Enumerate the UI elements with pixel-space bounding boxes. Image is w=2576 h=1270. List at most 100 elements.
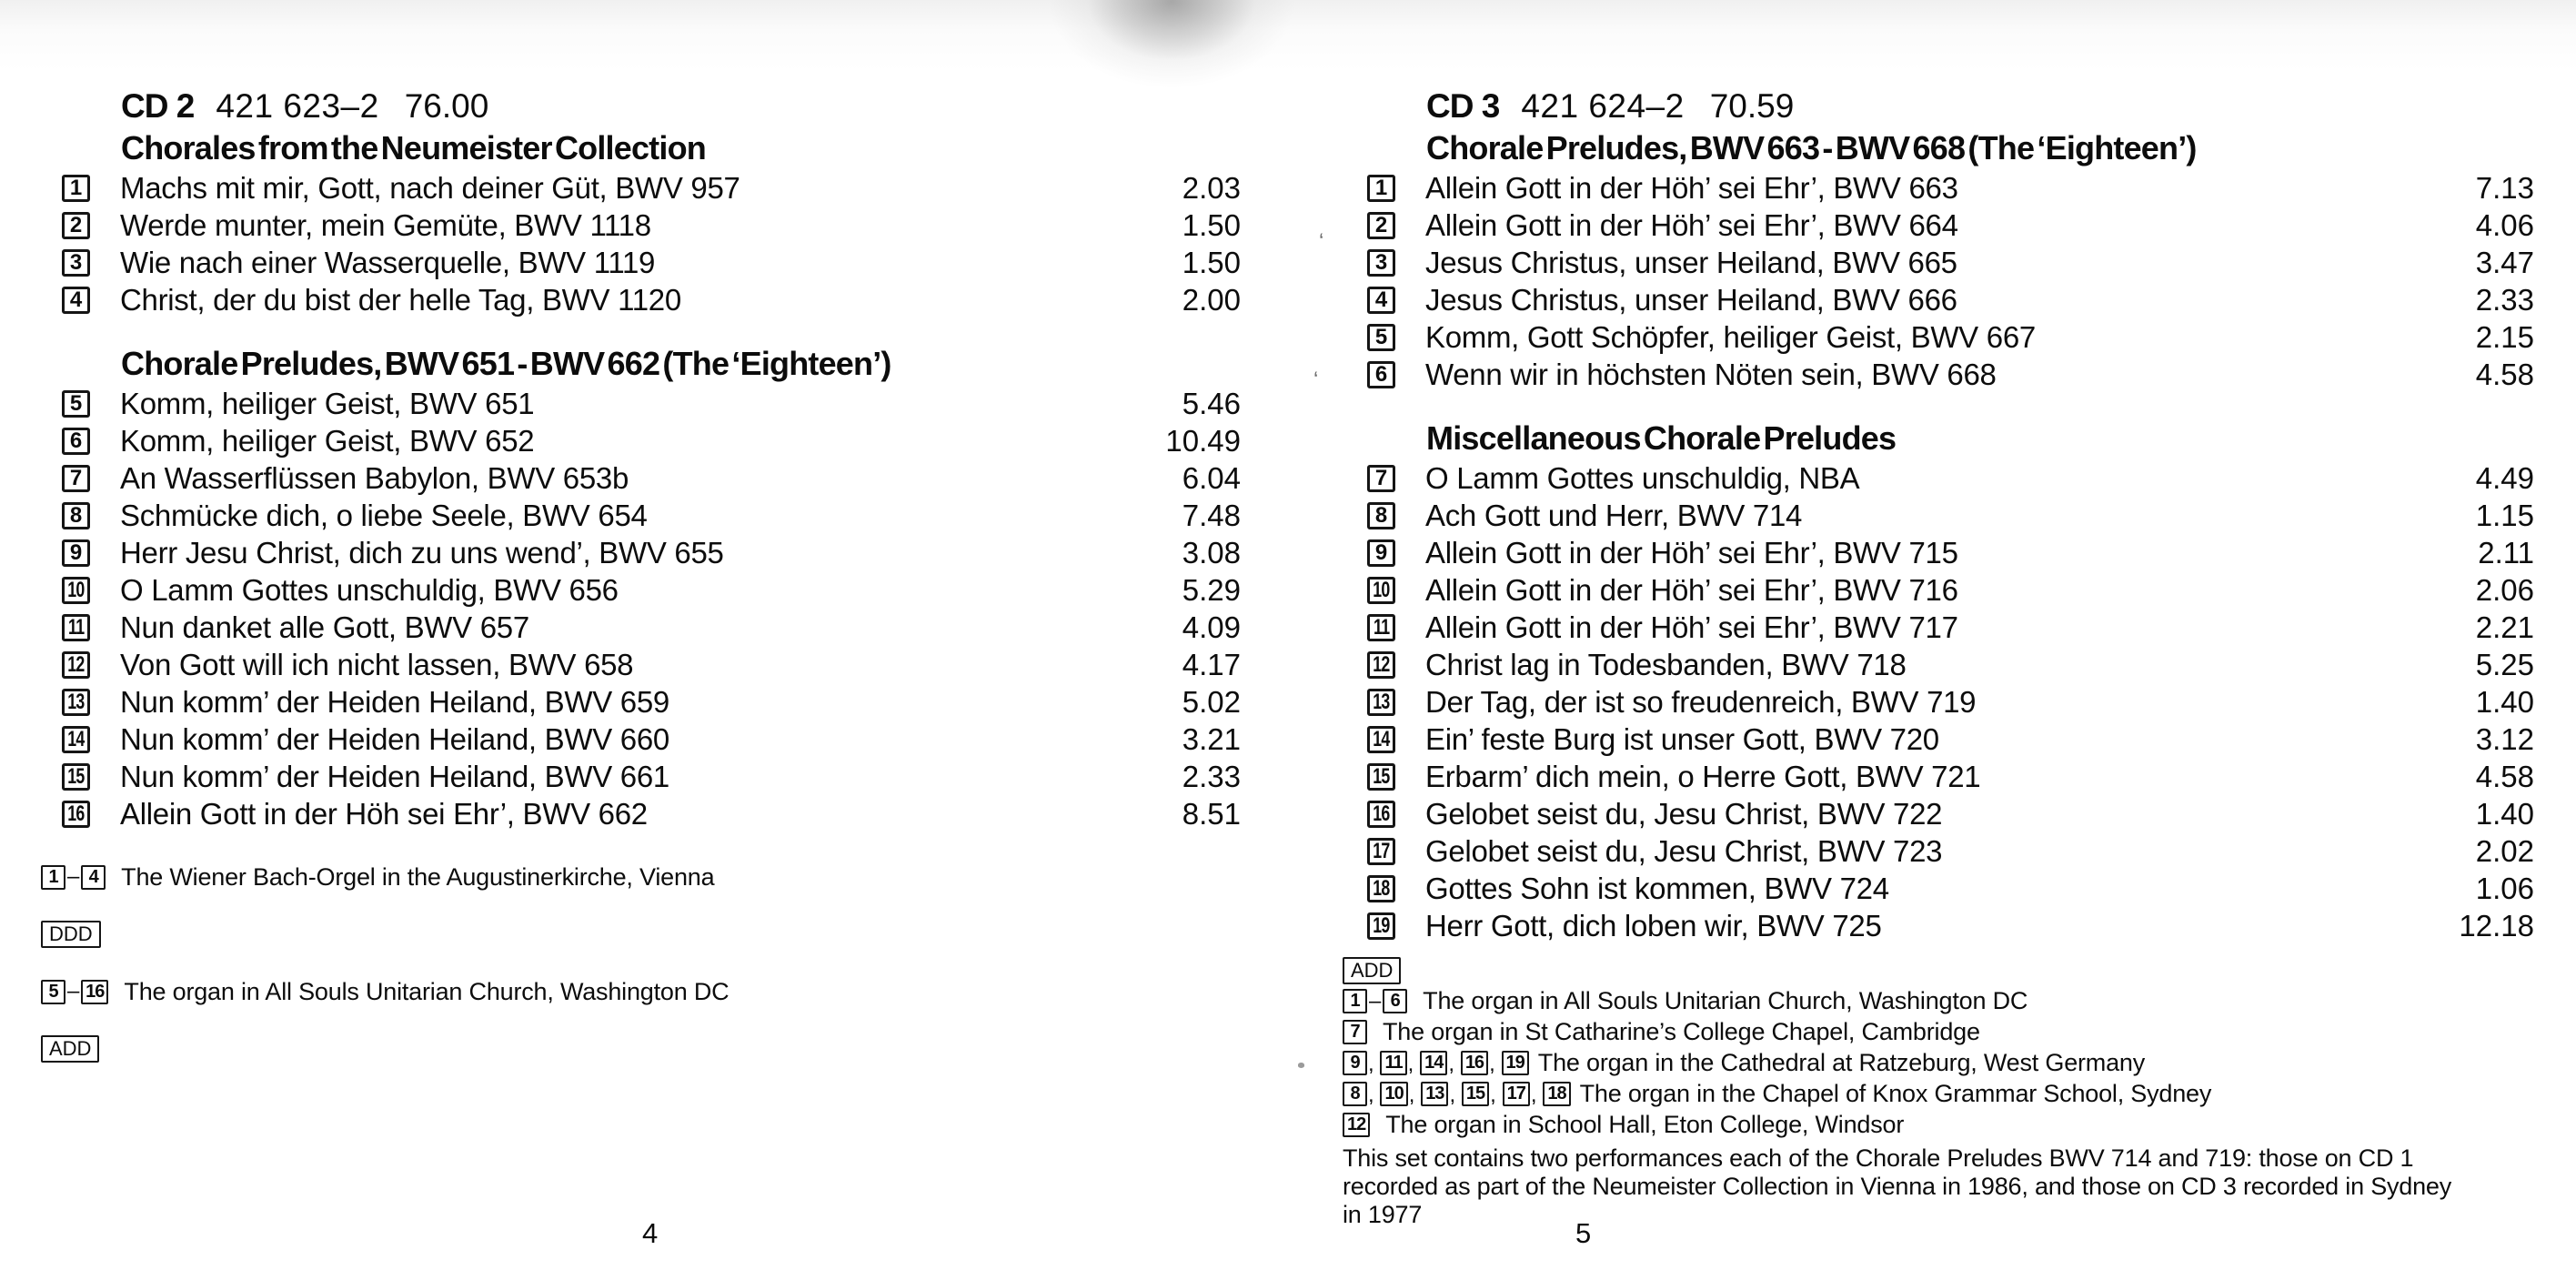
track-duration: 4.58 bbox=[2475, 357, 2534, 391]
footnote-row: 8, 10, 13, 15, 17, 18 The organ in the Chapel … bbox=[1343, 1080, 2534, 1108]
section-heading: Chorale Preludes, BWV 651 - BWV 662 (The… bbox=[121, 345, 891, 382]
booklet-page-left: CD 2 421 623–2 76.00 Chorales from the Neu… bbox=[41, 85, 1241, 1091]
track-duration: 3.12 bbox=[2475, 721, 2534, 756]
track-title: Herr Gott, dich loben wir, BWV 725 bbox=[1425, 908, 1882, 942]
track-number-box: 7 bbox=[1367, 464, 1395, 492]
footnote-row: 5–16 The organ in All Souls Unitarian Chu… bbox=[41, 976, 1241, 1007]
track-sections: Chorales from the Neumeister Collection 1… bbox=[62, 127, 1241, 832]
footnote-text: The organ in the Cathedral at Ratzeburg,… bbox=[1537, 1049, 2146, 1076]
track-duration: 7.48 bbox=[1182, 498, 1241, 532]
catalog-number: 421 623–2 bbox=[216, 87, 379, 125]
track-number-box: 15 bbox=[62, 762, 90, 791]
footnote-row: ADD bbox=[41, 1033, 1241, 1064]
track-duration: 4.06 bbox=[2475, 207, 2534, 242]
footnote-track-box: 17 bbox=[1502, 1082, 1530, 1106]
cd-header: CD 3 421 624–2 70.59 bbox=[1426, 85, 2534, 127]
track-number: 16 bbox=[1373, 801, 1390, 826]
cd-header: CD 2 421 623–2 76.00 bbox=[121, 85, 1241, 127]
track-number: 12 bbox=[1373, 651, 1390, 677]
track-row: 13 Der Tag, der ist so freudenreich, BWV … bbox=[1367, 683, 2534, 721]
track-row: 3 Jesus Christus, unser Heiland, BWV 665 3… bbox=[1367, 244, 2534, 281]
note-line: in 1977 bbox=[1343, 1201, 1423, 1228]
footnote-row: 1–4 The Wiener Bach-Orgel in the Augustin… bbox=[41, 862, 1241, 892]
cd-label: CD 2 bbox=[121, 87, 195, 125]
track-number: 19 bbox=[1373, 912, 1390, 938]
track-row: 16 Gelobet seist du, Jesu Christ, BWV 722… bbox=[1367, 795, 2534, 832]
track-duration: 2.15 bbox=[2475, 319, 2534, 354]
track-duration: 3.47 bbox=[2475, 245, 2534, 279]
track-duration: 12.18 bbox=[2459, 908, 2534, 942]
track-number: 7 bbox=[69, 465, 83, 490]
track-number-box: 10 bbox=[1367, 576, 1395, 604]
track-number-box: 11 bbox=[62, 613, 90, 641]
footnote-track-box: ADD bbox=[41, 1035, 100, 1063]
track-row: 5 Komm, Gott Schöpfer, heiliger Geist, BW… bbox=[1367, 318, 2534, 356]
track-duration: 2.33 bbox=[1182, 759, 1241, 793]
track-title: Komm, heiliger Geist, BWV 651 bbox=[120, 386, 535, 420]
footnote-row: ADD bbox=[1343, 957, 2534, 984]
footnote-track-box: 1 bbox=[1343, 989, 1367, 1013]
footnotes: 1–4 The Wiener Bach-Orgel in the Augustin… bbox=[41, 862, 1241, 1064]
scan-speck: ‘ bbox=[1319, 229, 1324, 254]
track-duration: 10.49 bbox=[1165, 423, 1241, 458]
track-row: 9 Herr Jesu Christ, dich zu uns wend’, BW… bbox=[62, 534, 1241, 571]
note-line: recorded as part of the Neumeister Colle… bbox=[1343, 1173, 2452, 1200]
track-title: Gottes Sohn ist kommen, BWV 724 bbox=[1425, 871, 1889, 905]
track-title: Christ, der du bist der helle Tag, BWV 1… bbox=[120, 282, 681, 317]
track-duration: 7.13 bbox=[2475, 170, 2534, 205]
track-sections: Chorale Preludes, BWV 663 - BWV 668 (The… bbox=[1367, 127, 2534, 944]
footnote-separator: – bbox=[67, 979, 80, 1003]
footnotes: ADD 1–6 The organ in All Souls Unitarian C… bbox=[1343, 957, 2534, 1139]
track-title: Allein Gott in der Höh’ sei Ehr’, BWV 71… bbox=[1425, 535, 1958, 569]
track-number: 5 bbox=[69, 390, 83, 416]
track-title: Nun komm’ der Heiden Heiland, BWV 660 bbox=[120, 721, 669, 756]
track-number-box: 1 bbox=[1367, 174, 1395, 202]
track-title: Komm, heiliger Geist, BWV 652 bbox=[120, 423, 535, 458]
track-number: 1 bbox=[69, 175, 83, 200]
footnote-separator: , bbox=[1489, 1052, 1495, 1076]
track-number: 8 bbox=[69, 502, 83, 528]
track-row: 7 An Wasserflüssen Babylon, BWV 653b 6.04 bbox=[62, 459, 1241, 497]
footnote-text: The Wiener Bach-Orgel in the Augustinerk… bbox=[121, 862, 715, 891]
track-duration: 2.06 bbox=[2475, 572, 2534, 607]
track-row: 18 Gottes Sohn ist kommen, BWV 724 1.06 bbox=[1367, 870, 2534, 907]
footnote-track-box: 5 bbox=[41, 979, 65, 1004]
track-row: 11 Nun danket alle Gott, BWV 657 4.09 bbox=[62, 609, 1241, 646]
track-number: 17 bbox=[1373, 838, 1390, 863]
total-time: 76.00 bbox=[404, 87, 489, 125]
track-title: Machs mit mir, Gott, nach deiner Güt, BW… bbox=[120, 170, 740, 205]
section-heading: Chorales from the Neumeister Collection bbox=[121, 129, 707, 166]
track-number-box: 12 bbox=[1367, 650, 1395, 679]
track-number: 9 bbox=[69, 539, 83, 565]
footnote-row: 1–6 The organ in All Souls Unitarian Chur… bbox=[1343, 987, 2534, 1015]
track-number: 13 bbox=[67, 689, 85, 714]
track-number: 10 bbox=[1373, 577, 1390, 602]
footnote-separator: – bbox=[1369, 988, 1382, 1013]
track-number-box: 18 bbox=[1367, 874, 1395, 902]
track-number-box: 16 bbox=[62, 800, 90, 828]
footnote-track-box: 7 bbox=[1343, 1020, 1367, 1044]
footnote-text: The organ in All Souls Unitarian Church,… bbox=[1423, 987, 2028, 1014]
track-title: Jesus Christus, unser Heiland, BWV 665 bbox=[1425, 245, 1957, 279]
footnote-track-box: 14 bbox=[1420, 1051, 1448, 1075]
footnote-track-box: ADD bbox=[1343, 957, 1402, 984]
track-title: Herr Jesu Christ, dich zu uns wend’, BWV… bbox=[120, 535, 724, 569]
track-number-box: 4 bbox=[62, 286, 90, 314]
track-number: 12 bbox=[67, 651, 85, 677]
track-row: 16 Allein Gott in der Höh sei Ehr’, BWV 6… bbox=[62, 795, 1241, 832]
track-row: 7 O Lamm Gottes unschuldig, NBA 4.49 bbox=[1367, 459, 2534, 497]
track-duration: 1.15 bbox=[2475, 498, 2534, 532]
track-number: 15 bbox=[1373, 763, 1390, 789]
track-duration: 5.29 bbox=[1182, 572, 1241, 607]
track-duration: 8.51 bbox=[1182, 796, 1241, 831]
track-number-box: 1 bbox=[62, 174, 90, 202]
track-title: Werde munter, mein Gemüte, BWV 1118 bbox=[120, 207, 651, 242]
track-number: 4 bbox=[1374, 287, 1388, 312]
track-title: Gelobet seist du, Jesu Christ, BWV 723 bbox=[1425, 833, 1943, 868]
footnote-separator: , bbox=[1490, 1083, 1496, 1107]
track-row: 15 Erbarm’ dich mein, o Herre Gott, BWV 7… bbox=[1367, 758, 2534, 795]
track-number-box: 2 bbox=[62, 211, 90, 239]
track-title: Ein’ feste Burg ist unser Gott, BWV 720 bbox=[1425, 721, 1939, 756]
note-line: This set contains two performances each … bbox=[1343, 1144, 2414, 1172]
track-title: Allein Gott in der Höh’ sei Ehr’, BWV 66… bbox=[1425, 170, 1958, 205]
